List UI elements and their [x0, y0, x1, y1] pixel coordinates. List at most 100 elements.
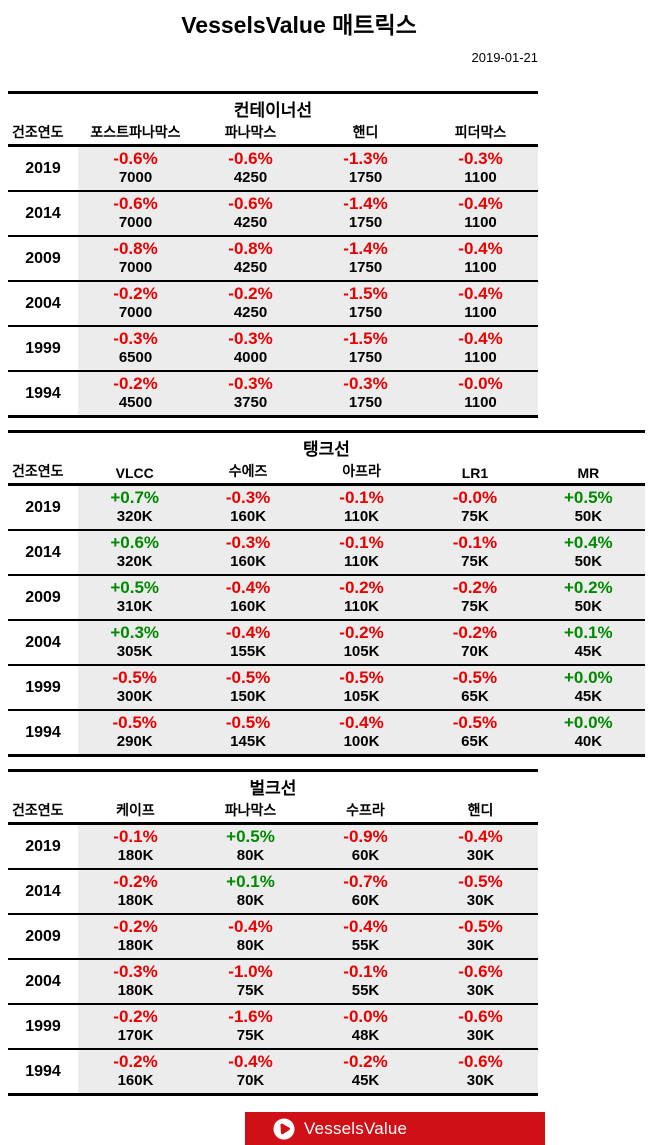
percent-change: -0.1%: [113, 827, 158, 846]
data-cell: -1.3% 1750: [308, 147, 423, 190]
data-cell: -1.4% 1750: [308, 192, 423, 235]
data-cell: -0.9% 60K: [308, 825, 423, 868]
data-cell: -0.3% 1750: [308, 372, 423, 415]
data-cell: -0.0% 48K: [308, 1005, 423, 1048]
size-value: 7000: [118, 304, 153, 322]
data-cell: -0.1% 55K: [308, 960, 423, 1003]
percent-change: -0.5%: [452, 668, 498, 687]
table-row: 1999 -0.5% 300K -0.5% 150K -0.5% 105K -0.5% 65K +…: [8, 666, 646, 711]
size-value: 1750: [348, 169, 383, 187]
data-cell: -0.4% 55K: [308, 915, 423, 958]
column-header: 파나막스: [224, 124, 277, 140]
size-value: 80K: [236, 847, 265, 865]
data-cell: -0.2% 4250: [193, 282, 308, 325]
year-column-header: 건조연도: [12, 463, 64, 479]
data-cell: -0.6% 30K: [423, 960, 538, 1003]
percent-change: -0.0%: [452, 488, 498, 507]
size-value: 145K: [230, 733, 267, 751]
data-cell: +0.5% 80K: [193, 825, 308, 868]
data-cell: -0.3% 160K: [191, 531, 305, 574]
data-cell: -1.4% 1750: [308, 237, 423, 280]
size-value: 30K: [466, 847, 495, 865]
size-value: 100K: [343, 733, 380, 751]
table-row: 1994 -0.2% 160K -0.4% 70K -0.2% 45K -0.6% 30K: [8, 1050, 538, 1093]
percent-change: -0.2%: [113, 1052, 158, 1071]
percent-change: +0.5%: [226, 827, 275, 846]
size-value: 105K: [343, 688, 380, 706]
matrix-table-3: 벌크선 건조연도 케이프 파나막스 수프라 핸디 2019 -0.1% 180K +0.5% 80K…: [8, 769, 538, 1096]
percent-change: -0.2%: [452, 578, 498, 597]
size-value: 180K: [117, 892, 154, 910]
data-cell: -0.1% 75K: [418, 531, 532, 574]
percent-change: -1.5%: [343, 284, 388, 303]
table-row: 1999 -0.3% 6500 -0.3% 4000 -1.5% 1750 -0.4% 1100: [8, 327, 538, 372]
column-header: 포스트파나막스: [90, 124, 181, 140]
percent-change: +0.2%: [563, 578, 613, 597]
size-value: 160K: [230, 553, 267, 571]
percent-change: -0.1%: [339, 533, 384, 552]
table-row: 2019 +0.7% 320K -0.3% 160K -0.1% 110K -0.0% 75K +…: [8, 486, 646, 531]
data-cell: -0.3% 3750: [193, 372, 308, 415]
percent-change: -0.2%: [339, 578, 384, 597]
table-row: 2019 -0.1% 180K +0.5% 80K -0.9% 60K -0.4% 30K: [8, 825, 538, 870]
size-value: 75K: [236, 1027, 265, 1045]
data-cell: -0.1% 180K: [78, 825, 193, 868]
year-cell: 2009: [8, 915, 78, 958]
year-cell: 2004: [8, 960, 78, 1003]
data-cell: -0.4% 30K: [423, 825, 538, 868]
matrix-table-1: 컨테이너선 건조연도 포스트파나막스 파나막스 핸디 피더막스 2019 -0.6% 7000-…: [8, 91, 538, 418]
size-value: 60K: [351, 847, 380, 865]
data-cell: -0.2% 110K: [304, 576, 419, 619]
data-cell: -0.2% 180K: [78, 915, 193, 958]
size-value: 1750: [348, 394, 383, 412]
size-value: 4000: [233, 349, 268, 367]
percent-change: -0.2%: [228, 284, 273, 303]
size-value: 150K: [230, 688, 267, 706]
column-header: 케이프: [116, 802, 155, 818]
percent-change: -0.4%: [458, 194, 503, 213]
percent-change: -1.4%: [343, 239, 388, 258]
percent-change: +0.7%: [110, 488, 160, 507]
size-value: 305K: [116, 643, 153, 661]
size-value: 320K: [116, 508, 153, 526]
data-cell: -0.4% 100K: [304, 711, 419, 754]
year-cell: 2009: [8, 237, 78, 280]
percent-change: +0.6%: [110, 533, 160, 552]
year-cell: 2014: [8, 870, 78, 913]
percent-change: -0.4%: [339, 713, 384, 732]
data-cell: +0.3% 305K: [78, 621, 192, 664]
percent-change: -0.2%: [113, 374, 158, 393]
size-value: 1750: [348, 349, 383, 367]
data-cell: -0.4% 80K: [193, 915, 308, 958]
percent-change: -0.4%: [225, 578, 271, 597]
percent-change: -0.2%: [343, 1052, 388, 1071]
data-cell: -0.8% 7000: [78, 237, 193, 280]
year-cell: 2004: [8, 282, 78, 325]
year-cell: 2004: [8, 621, 78, 664]
data-cell: +0.7% 320K: [78, 486, 192, 529]
size-value: 55K: [351, 937, 380, 955]
percent-change: -0.6%: [113, 149, 158, 168]
percent-change: -1.3%: [343, 149, 388, 168]
column-header: LR1: [461, 465, 489, 481]
size-value: 160K: [117, 1072, 154, 1090]
size-value: 50K: [574, 508, 603, 526]
size-value: 4250: [233, 214, 268, 232]
size-value: 3750: [233, 394, 268, 412]
table-row: 2004 +0.3% 305K -0.4% 155K -0.2% 105K -0.2% 70K +…: [8, 621, 646, 666]
data-cell: +0.5% 310K: [78, 576, 192, 619]
size-value: 180K: [117, 847, 154, 865]
data-cell: -0.5% 65K: [418, 666, 532, 709]
data-cell: +0.4% 50K: [531, 531, 646, 574]
data-cell: +0.5% 50K: [531, 486, 646, 529]
percent-change: -1.0%: [228, 962, 273, 981]
data-cell: -0.4% 1100: [423, 327, 538, 370]
data-cell: -0.1% 110K: [304, 531, 419, 574]
size-value: 30K: [466, 1072, 495, 1090]
percent-change: -0.0%: [343, 1007, 388, 1026]
data-cell: -1.5% 1750: [308, 327, 423, 370]
column-header: 아프라: [342, 463, 381, 479]
year-cell: 2014: [8, 192, 78, 235]
percent-change: -0.2%: [113, 1007, 158, 1026]
percent-change: -0.6%: [458, 1052, 503, 1071]
